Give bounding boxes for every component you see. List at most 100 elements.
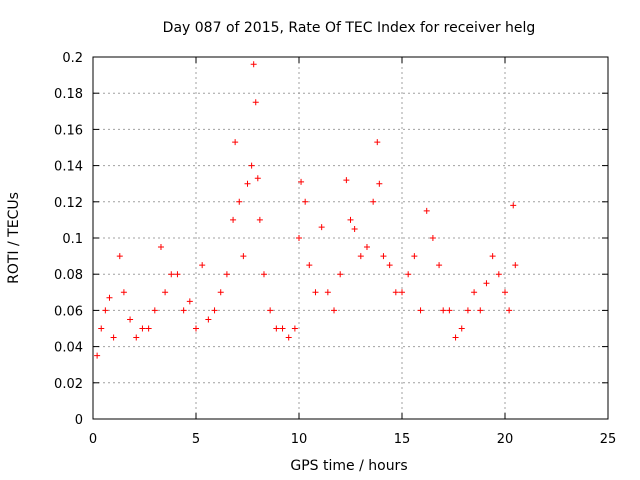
x-tick-label: 20 (497, 432, 514, 447)
data-point (502, 289, 508, 296)
data-point (273, 325, 280, 332)
data-point (180, 307, 187, 314)
y-tick-label: 0.1 (62, 232, 83, 247)
data-point (302, 198, 309, 205)
data-point (510, 202, 517, 209)
data-point (477, 307, 484, 314)
data-point (380, 253, 387, 260)
data-point (306, 262, 313, 269)
data-point (240, 253, 247, 260)
data-point (374, 139, 381, 146)
data-point (392, 289, 399, 296)
data-point (211, 307, 218, 314)
data-point (347, 216, 354, 223)
y-tick-label: 0.2 (62, 51, 83, 66)
data-point (376, 180, 383, 187)
x-axis-label: GPS time / hours (290, 458, 407, 474)
data-point (405, 271, 412, 278)
data-point (106, 294, 113, 301)
data-point (495, 271, 502, 278)
data-point (506, 307, 513, 314)
data-point (157, 244, 164, 251)
data-point (446, 307, 453, 314)
data-point (331, 307, 338, 314)
data-point (298, 178, 305, 185)
data-point (244, 180, 251, 187)
x-tick-label: 0 (89, 432, 97, 447)
data-point (296, 235, 302, 241)
data-point (110, 334, 117, 341)
data-point (139, 325, 146, 332)
data-point (489, 253, 496, 260)
data-point (417, 307, 424, 314)
data-point (254, 175, 261, 182)
data-point (199, 262, 206, 269)
data-point (324, 289, 331, 296)
data-point (440, 307, 447, 314)
data-point (411, 253, 418, 260)
data-point (386, 262, 393, 269)
data-point (318, 224, 325, 231)
data-point (399, 289, 405, 296)
data-point (98, 325, 105, 332)
y-tick-label: 0.16 (54, 123, 83, 138)
data-point (370, 198, 377, 205)
y-tick-label: 0.06 (54, 304, 83, 319)
x-tick-label: 10 (291, 432, 308, 447)
data-point (285, 334, 292, 341)
data-points (94, 61, 519, 359)
data-point (512, 262, 519, 269)
y-tick-label: 0.14 (54, 160, 83, 175)
data-point (205, 316, 212, 323)
y-tick-label: 0.02 (54, 377, 83, 392)
grid (93, 57, 608, 419)
data-point (151, 307, 158, 314)
data-point (116, 253, 123, 260)
x-tick-label: 15 (394, 432, 411, 447)
x-axis-ticks: 0 5 10 15 20 25 (89, 57, 616, 447)
data-point (343, 177, 350, 184)
data-point (102, 307, 109, 314)
data-point (162, 289, 169, 296)
data-point (252, 99, 259, 106)
data-point (267, 307, 274, 314)
data-point (279, 325, 286, 332)
x-tick-label: 25 (600, 432, 617, 447)
data-point (230, 216, 237, 223)
data-point (312, 289, 319, 296)
data-point (471, 289, 478, 296)
y-axis-label: ROTI / TECUs (6, 192, 22, 284)
data-point (236, 198, 243, 205)
data-point (436, 262, 443, 269)
data-point (458, 325, 465, 332)
y-tick-label: 0.18 (54, 87, 83, 102)
data-point (168, 271, 175, 278)
chart-title: Day 087 of 2015, Rate Of TEC Index for r… (163, 20, 536, 36)
y-tick-label: 0.08 (54, 268, 83, 283)
data-point (94, 352, 101, 359)
plot-frame (92, 56, 609, 420)
data-point (232, 139, 239, 146)
x-tick-label: 5 (192, 432, 200, 447)
data-point (363, 244, 370, 251)
y-tick-label: 0 (75, 413, 83, 428)
data-point (260, 271, 267, 278)
data-point (291, 325, 298, 332)
data-point (483, 280, 490, 287)
data-point (250, 61, 257, 68)
data-point (248, 162, 255, 169)
data-point (133, 334, 140, 341)
data-point (337, 271, 344, 278)
data-point (193, 325, 199, 332)
data-point (223, 271, 230, 278)
data-point (256, 216, 263, 223)
data-point (217, 289, 224, 296)
data-point (429, 235, 436, 241)
data-point (174, 271, 181, 278)
data-point (145, 325, 152, 332)
data-point (127, 316, 134, 323)
data-point (120, 289, 127, 296)
data-point (464, 307, 471, 314)
data-point (357, 253, 364, 260)
